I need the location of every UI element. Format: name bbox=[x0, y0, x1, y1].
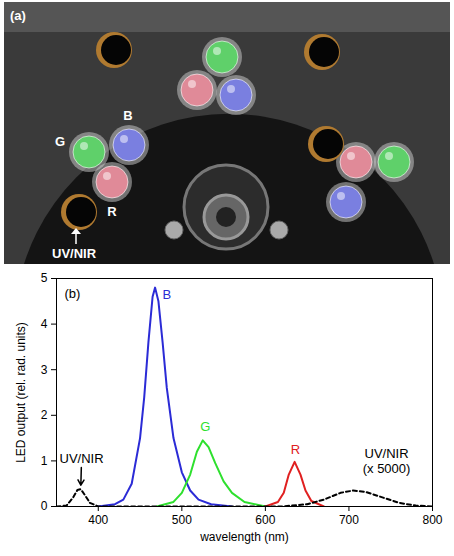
svg-text:0: 0 bbox=[41, 499, 48, 513]
svg-text:3: 3 bbox=[41, 363, 48, 377]
svg-text:UV/NIR: UV/NIR bbox=[60, 451, 104, 466]
svg-text:1: 1 bbox=[41, 454, 48, 468]
svg-text:UV/NIR(x 5000): UV/NIR(x 5000) bbox=[363, 446, 411, 475]
svg-text:500: 500 bbox=[172, 513, 192, 527]
svg-text:600: 600 bbox=[255, 513, 275, 527]
svg-text:2: 2 bbox=[41, 408, 48, 422]
svg-text:700: 700 bbox=[339, 513, 359, 527]
svg-text:R: R bbox=[107, 204, 117, 219]
svg-text:LED output (rel. rad. units): LED output (rel. rad. units) bbox=[14, 322, 28, 463]
svg-text:UV/NIR: UV/NIR bbox=[52, 246, 97, 261]
svg-text:400: 400 bbox=[88, 513, 108, 527]
svg-text:B: B bbox=[162, 287, 171, 302]
svg-text:(b): (b) bbox=[65, 286, 81, 301]
svg-text:4: 4 bbox=[41, 317, 48, 331]
svg-text:800: 800 bbox=[422, 513, 442, 527]
svg-text:B: B bbox=[123, 108, 132, 123]
svg-text:5: 5 bbox=[41, 271, 48, 285]
svg-text:wavelength (nm): wavelength (nm) bbox=[199, 530, 289, 544]
svg-text:(a): (a) bbox=[10, 8, 26, 23]
svg-text:R: R bbox=[291, 442, 300, 457]
svg-text:G: G bbox=[55, 134, 65, 149]
svg-text:G: G bbox=[200, 419, 210, 434]
